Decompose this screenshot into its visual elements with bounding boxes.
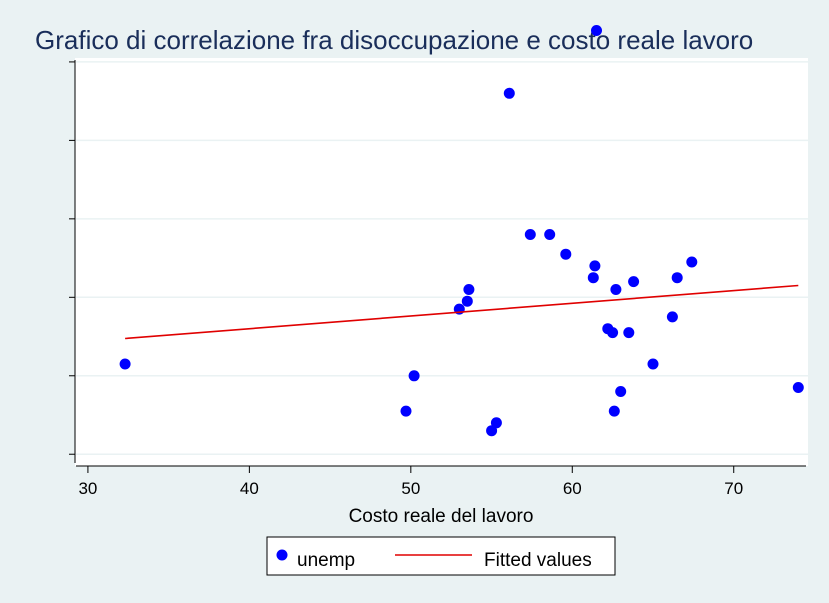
- scatter-point-6: [486, 425, 498, 437]
- plot-background: [75, 58, 808, 466]
- scatter-point-26: [792, 382, 804, 393]
- scatter-point-25: [686, 256, 698, 268]
- scatter-point-4: [461, 295, 473, 307]
- scatter-point-17: [608, 405, 620, 417]
- scatter-point-22: [647, 358, 659, 370]
- x-tick-label-1: 40: [240, 479, 259, 498]
- x-tick-label-3: 60: [563, 479, 582, 498]
- fitted-line: [125, 284, 799, 340]
- scatter-point-0: [119, 358, 131, 370]
- legend: unemp Fitted values: [266, 536, 616, 576]
- scatter-point-12: [587, 272, 599, 284]
- scatter-point-19: [615, 386, 627, 397]
- chart-title: Grafico di correlazione fra disoccupazio…: [35, 25, 754, 55]
- scatter-point-16: [607, 327, 619, 339]
- x-tick-label-0: 30: [78, 479, 97, 498]
- grid-lines: [76, 61, 808, 455]
- legend-label-fitted: Fitted values: [484, 550, 592, 571]
- scatter-point-5: [463, 284, 475, 295]
- scatter-point-23: [666, 311, 678, 323]
- legend-marker-unemp: [276, 549, 288, 561]
- scatter-point-24: [671, 272, 683, 284]
- scatter-point-2: [408, 370, 420, 382]
- scatter-point-14: [591, 25, 602, 36]
- scatter-point-18: [610, 284, 622, 295]
- y-axis-ticks: [69, 61, 75, 455]
- x-tick-label-4: 70: [724, 479, 743, 498]
- legend-box: [266, 536, 616, 576]
- x-axis-ticks: 30 40 50 60 70: [78, 466, 743, 498]
- scatter-point-21: [628, 276, 640, 288]
- scatter-point-10: [544, 229, 556, 240]
- scatter-point-8: [503, 87, 515, 99]
- scatter-point-11: [560, 248, 572, 260]
- scatter-point-9: [524, 229, 536, 240]
- scatter-point-7: [490, 417, 502, 429]
- x-axis-title: Costo reale del lavoro: [349, 506, 534, 527]
- x-tick-label-2: 50: [401, 479, 420, 498]
- series-layer: [119, 25, 804, 437]
- scatter-point-20: [623, 327, 635, 339]
- legend-label-unemp: unemp: [297, 550, 355, 571]
- scatter-point-13: [589, 260, 601, 272]
- scatter-point-1: [400, 405, 412, 417]
